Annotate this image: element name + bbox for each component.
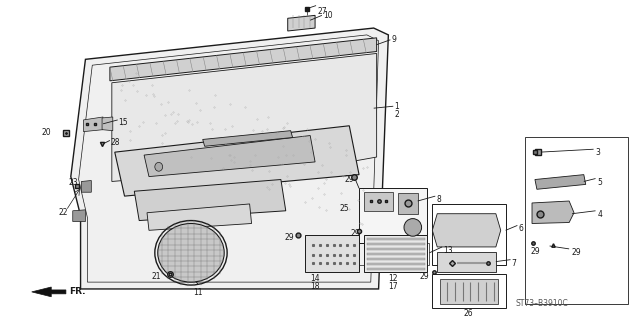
Polygon shape [359,188,427,243]
Text: 21: 21 [151,272,161,281]
Text: 29: 29 [530,247,540,256]
Polygon shape [367,268,426,270]
Polygon shape [144,136,315,177]
Text: 11: 11 [193,288,203,297]
Ellipse shape [158,223,224,282]
Text: ST73–B3910C: ST73–B3910C [515,299,568,308]
Polygon shape [83,117,103,132]
Polygon shape [82,180,91,192]
Text: 26: 26 [464,309,473,318]
Text: 29: 29 [285,233,294,242]
Polygon shape [367,238,426,240]
Ellipse shape [447,221,486,239]
Text: 8: 8 [436,195,441,204]
Polygon shape [305,235,359,272]
Polygon shape [288,15,315,31]
Bar [525,138,628,304]
Polygon shape [32,287,66,297]
Polygon shape [110,38,376,81]
Text: 18: 18 [310,282,320,291]
Polygon shape [367,248,426,250]
Ellipse shape [404,219,422,236]
Text: 29: 29 [350,229,360,238]
Polygon shape [71,28,389,289]
Polygon shape [367,243,426,245]
Text: 3: 3 [596,148,601,157]
Text: 23: 23 [69,178,78,187]
Text: 4: 4 [598,210,603,219]
Text: 2: 2 [394,110,399,119]
Text: 29: 29 [345,175,354,184]
Text: 5: 5 [598,178,603,187]
Polygon shape [102,117,113,131]
Polygon shape [73,210,85,221]
Text: 12: 12 [389,274,398,283]
Polygon shape [203,131,292,146]
Polygon shape [112,53,376,181]
Polygon shape [134,180,286,220]
Polygon shape [437,252,496,272]
Text: 1: 1 [394,102,399,111]
Text: 28: 28 [111,139,120,148]
Polygon shape [398,193,418,214]
Polygon shape [532,201,574,223]
Text: 25: 25 [340,204,349,213]
Polygon shape [364,192,393,211]
Polygon shape [147,204,252,230]
Polygon shape [115,126,359,196]
Text: 29: 29 [420,272,429,281]
Text: 13: 13 [443,246,453,255]
Polygon shape [433,214,501,247]
Ellipse shape [547,209,562,217]
Polygon shape [440,279,497,304]
Text: 14: 14 [310,274,320,283]
Text: FR.: FR. [69,287,85,296]
Polygon shape [367,263,426,265]
Text: 6: 6 [519,224,523,234]
Text: 27: 27 [317,6,327,16]
Text: 9: 9 [391,35,396,44]
Text: 15: 15 [118,118,128,127]
Text: 10: 10 [323,11,333,20]
Text: 20: 20 [41,128,51,137]
Text: 17: 17 [389,282,398,291]
Polygon shape [367,258,426,260]
Text: 7: 7 [512,259,517,268]
Text: 22: 22 [58,208,68,217]
Text: 29: 29 [571,248,581,257]
Polygon shape [364,235,427,272]
Ellipse shape [155,163,162,171]
Polygon shape [535,175,586,189]
Polygon shape [367,253,426,255]
